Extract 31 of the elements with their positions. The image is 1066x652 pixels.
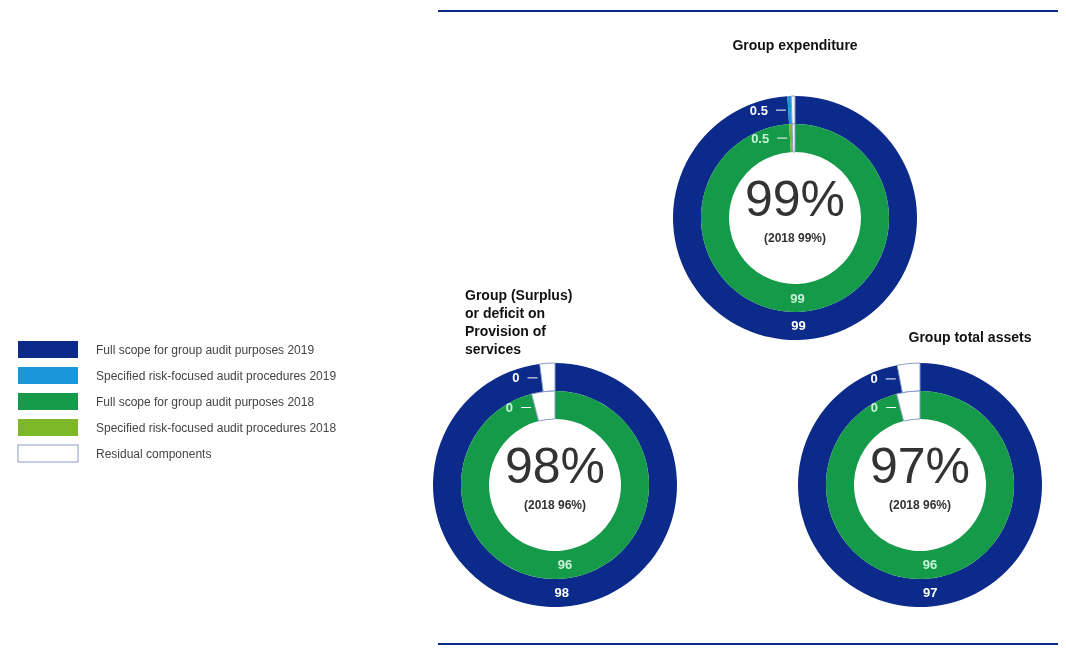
legend-label: Full scope for group audit purposes 2019 [96, 343, 315, 358]
data-label: 99 [791, 318, 806, 334]
data-label: 99 [790, 290, 805, 306]
chart-title: Group expenditure [732, 37, 858, 53]
donut-slice [701, 124, 889, 312]
data-label: 97 [922, 585, 938, 601]
text: (2018 96%) [888, 498, 952, 512]
text: 97% [869, 438, 971, 494]
donut-slice [798, 363, 1042, 607]
text: 99% [744, 171, 846, 227]
data-label: 0.5 [751, 130, 770, 146]
text: 0 [512, 370, 520, 386]
donut-slice [433, 363, 677, 607]
data-label: 96 [557, 556, 573, 572]
text: 0 [505, 400, 514, 416]
text: 0 [870, 371, 878, 387]
chart-title: Group (Surplus) or deficit on Provision of services [465, 287, 573, 357]
text: 98% [504, 438, 606, 494]
chart-title: Group total assets [908, 329, 1032, 345]
legend-label: Full scope for group audit purposes 2018 [96, 395, 315, 410]
legend-label: Specified risk-focused audit procedures 2019 [96, 369, 337, 384]
data-label: 96 [922, 556, 938, 572]
text: (2018 96%) [523, 498, 587, 512]
donut-slice [461, 391, 649, 579]
data-label: 0.5 [749, 102, 768, 118]
text: (2018 99%) [763, 231, 827, 245]
donut-slice [826, 391, 1014, 579]
legend-label: Residual components [96, 447, 212, 462]
data-label: 98 [554, 585, 570, 601]
text: 0 [870, 400, 879, 416]
legend-label: Specified risk-focused audit procedures 2018 [96, 421, 337, 436]
